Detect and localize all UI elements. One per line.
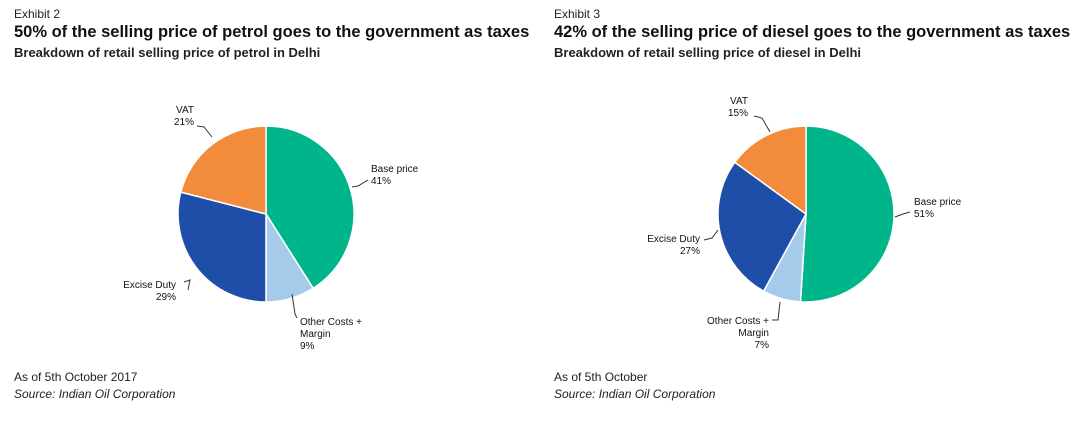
slice-label: VAT — [730, 96, 748, 107]
pie-slice-vat — [733, 125, 807, 216]
leader-line — [753, 115, 771, 133]
source-note: Source: Indian Oil Corporation — [554, 387, 716, 401]
slice-value-label: 21% — [174, 117, 194, 128]
exhibit-2-panel: Exhibit 2 50% of the selling price of pe… — [0, 0, 529, 424]
exhibit-label: Exhibit 3 — [554, 7, 601, 21]
leader-line — [772, 301, 781, 321]
slice-label: Other Costs + — [707, 316, 769, 327]
leader-line — [183, 279, 191, 291]
slice-label: Excise Duty — [647, 234, 700, 245]
slice-label: Base price — [914, 197, 962, 208]
slice-value-label: 41% — [371, 176, 391, 187]
slice-label: Base price — [371, 164, 419, 175]
slice-value-label: 29% — [156, 292, 176, 303]
leader-line — [894, 211, 911, 218]
slice-label: Other Costs + — [300, 317, 362, 328]
chart-title: 42% of the selling price of diesel goes … — [554, 23, 1071, 41]
slice-label: Excise Duty — [123, 280, 176, 291]
chart-title: 50% of the selling price of petrol goes … — [14, 23, 530, 41]
pie-slice-excise-duty — [177, 191, 267, 303]
slice-label: VAT — [176, 105, 194, 116]
as-of-note: As of 5th October 2017 — [14, 370, 138, 384]
slice-value-label: 27% — [680, 246, 700, 257]
as-of-note: As of 5th October — [554, 370, 648, 384]
chart-subtitle: Breakdown of retail selling price of die… — [554, 45, 862, 60]
slice-label: Margin — [300, 329, 331, 340]
slice-value-label: 51% — [914, 209, 934, 220]
chart-subtitle: Breakdown of retail selling price of pet… — [14, 45, 321, 60]
leader-line — [291, 293, 298, 319]
slice-value-label: 15% — [728, 108, 748, 119]
pie-slice-excise-duty — [717, 161, 807, 293]
leader-line — [703, 229, 719, 241]
exhibit-3-panel: Exhibit 3 42% of the selling price of di… — [540, 0, 1070, 424]
exhibit-label: Exhibit 2 — [14, 7, 61, 21]
slice-value-label: 9% — [300, 341, 315, 352]
pie-slice-base-price — [799, 125, 895, 303]
pie-slice-vat — [179, 125, 267, 215]
slice-label: Margin — [738, 328, 769, 339]
slice-value-label: 7% — [755, 340, 770, 351]
source-note: Source: Indian Oil Corporation — [14, 387, 176, 401]
leader-line — [351, 179, 369, 188]
leader-line — [196, 125, 213, 138]
